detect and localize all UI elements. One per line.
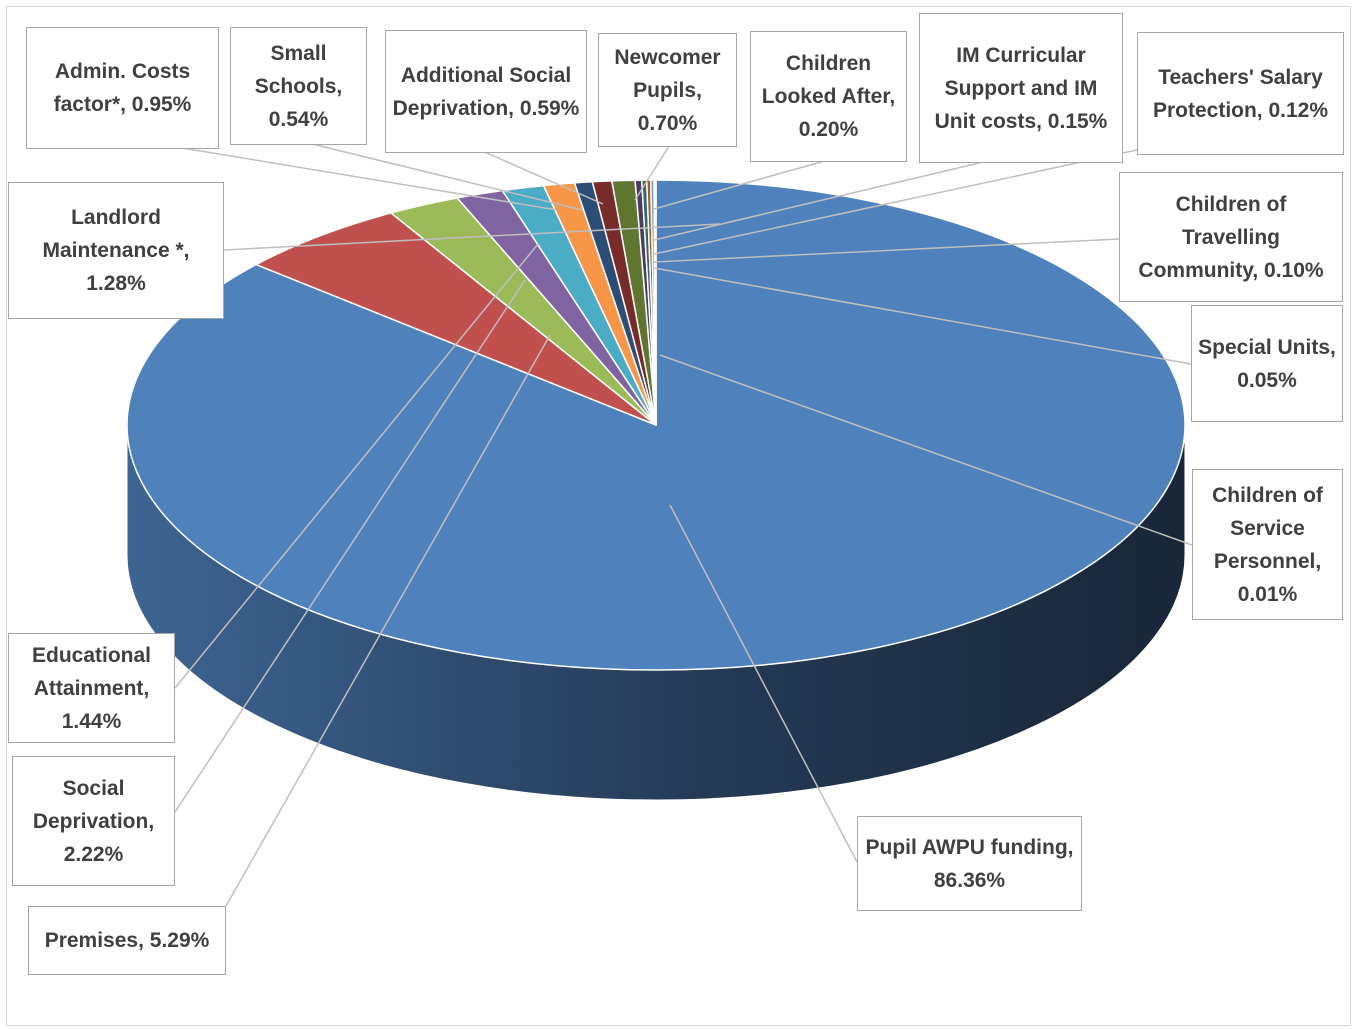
leader-line-0 bbox=[669, 504, 858, 863]
data-label-9: Children Looked After, 0.20% bbox=[750, 31, 907, 162]
leader-line-1 bbox=[225, 334, 551, 907]
data-label-text: Premises, 5.29% bbox=[44, 929, 210, 952]
data-label-14: Children of Service Personnel, 0.01% bbox=[1192, 469, 1343, 620]
data-label-text: Children of Travelling Community, 0.10% bbox=[1138, 192, 1324, 282]
data-label-text: Special Units, 0.05% bbox=[1198, 335, 1336, 392]
data-label-text: Children of Service Personnel, 0.01% bbox=[1212, 483, 1323, 606]
leader-line-11 bbox=[653, 149, 1138, 255]
data-label-11: Teachers' Salary Protection, 0.12% bbox=[1137, 32, 1344, 155]
data-label-text: Small Schools, 0.54% bbox=[254, 41, 343, 131]
data-label-8: Newcomer Pupils, 0.70% bbox=[598, 33, 737, 147]
data-label-12: Children of Travelling Community, 0.10% bbox=[1119, 172, 1343, 302]
data-label-text: Pupil AWPU funding, 86.36% bbox=[865, 835, 1074, 892]
data-label-10: IM Curricular Support and IM Unit costs,… bbox=[919, 13, 1123, 163]
data-label-text: Admin. Costs factor*, 0.95% bbox=[53, 60, 192, 116]
data-label-text: Newcomer Pupils, 0.70% bbox=[614, 45, 721, 135]
data-label-text: Teachers' Salary Protection, 0.12% bbox=[1152, 65, 1329, 122]
leader-line-2 bbox=[174, 279, 526, 813]
data-label-0: Pupil AWPU funding, 86.36% bbox=[857, 816, 1082, 911]
data-label-text: Landlord Maintenance *, 1.28% bbox=[42, 206, 190, 295]
pie-slice-1 bbox=[255, 212, 657, 426]
data-label-text: Social Deprivation, 2.22% bbox=[32, 776, 155, 866]
leader-line-5 bbox=[133, 139, 558, 211]
data-label-text: Additional Social Deprivation, 0.59% bbox=[392, 63, 580, 120]
data-label-3: Educational Attainment, 1.44% bbox=[8, 633, 175, 743]
data-label-1: Premises, 5.29% bbox=[28, 906, 226, 975]
leader-line-14 bbox=[659, 354, 1193, 546]
leader-line-13 bbox=[653, 267, 1192, 365]
data-label-6: Small Schools, 0.54% bbox=[230, 27, 367, 145]
data-label-5: Admin. Costs factor*, 0.95% bbox=[26, 27, 219, 149]
leader-line-3 bbox=[174, 243, 539, 689]
data-label-text: Educational Attainment, 1.44% bbox=[31, 643, 152, 733]
leader-line-8 bbox=[634, 142, 672, 201]
data-label-4: Landlord Maintenance *, 1.28% bbox=[8, 182, 224, 319]
data-label-13: Special Units, 0.05% bbox=[1191, 305, 1343, 422]
data-label-7: Additional Social Deprivation, 0.59% bbox=[385, 30, 587, 153]
data-label-text: IM Curricular Support and IM Unit costs,… bbox=[934, 43, 1108, 133]
leader-line-4 bbox=[223, 223, 721, 251]
leader-line-10 bbox=[653, 157, 1001, 241]
leader-line-7 bbox=[479, 149, 604, 205]
leader-line-12 bbox=[653, 238, 1120, 263]
data-label-2: Social Deprivation, 2.22% bbox=[12, 756, 175, 886]
leader-line-6 bbox=[299, 140, 583, 211]
chart-frame bbox=[6, 6, 1351, 1026]
data-label-text: Children Looked After, 0.20% bbox=[761, 52, 896, 141]
leader-line-9 bbox=[653, 159, 829, 210]
